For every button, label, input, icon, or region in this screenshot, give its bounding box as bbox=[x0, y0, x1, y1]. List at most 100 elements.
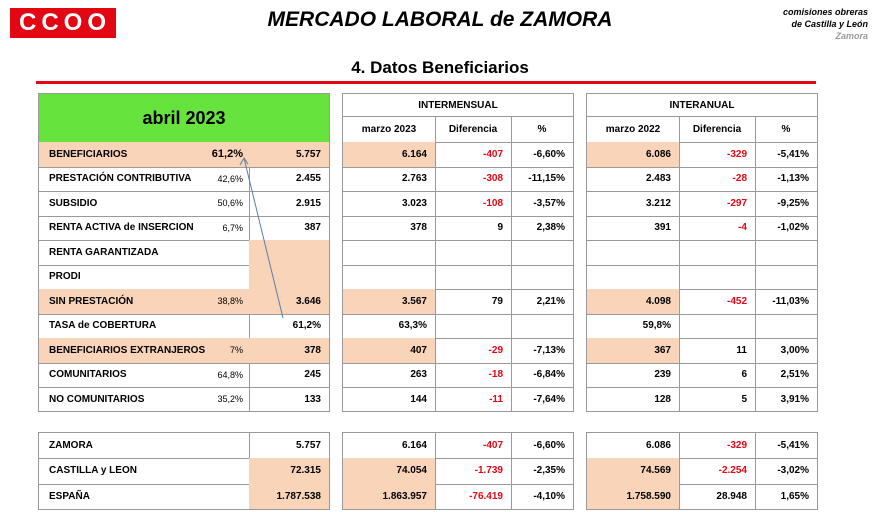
title-divider bbox=[36, 81, 816, 84]
current-month-block: abril 2023 BENEFICIARIOS 61,2% 5.757 PRESTAC… bbox=[38, 93, 330, 412]
row-label: PRESTACIÓN CONTRIBUTIVA bbox=[49, 173, 192, 185]
row-prev-year: 3.212 bbox=[645, 197, 671, 209]
row-divider bbox=[587, 240, 817, 241]
row-prev-month: 2.763 bbox=[401, 173, 427, 185]
row-divider bbox=[587, 116, 817, 117]
row-prev-month: 3.567 bbox=[343, 289, 435, 314]
region-month-diff: -1.739 bbox=[474, 465, 503, 477]
org-line-2: de Castilla y León bbox=[791, 19, 868, 29]
row-divider bbox=[587, 338, 817, 339]
row-divider bbox=[39, 166, 329, 168]
row-prev-month: 263 bbox=[410, 369, 427, 381]
section-title: 4. Datos Beneficiarios bbox=[351, 58, 529, 77]
region-year-pct: -3,02% bbox=[777, 465, 809, 477]
region-year-diff: -2.254 bbox=[718, 465, 747, 477]
row-month-pct bbox=[511, 240, 573, 265]
month-header: abril 2023 bbox=[39, 94, 329, 142]
intermensual-col-prev: marzo 2023 bbox=[361, 123, 417, 135]
row-month-pct: -6,84% bbox=[533, 369, 565, 381]
row-label: PRODI bbox=[49, 271, 81, 283]
row-prev-year: 239 bbox=[654, 369, 671, 381]
intermensual-col-pct: % bbox=[537, 123, 547, 135]
row-month-pct: -6,60% bbox=[533, 148, 565, 160]
row-year-diff: -329 bbox=[726, 148, 747, 160]
row-month-diff: 9 bbox=[497, 222, 503, 234]
region-prev-year: 74.569 bbox=[587, 458, 679, 484]
row-prev-year bbox=[587, 240, 679, 265]
row-month-pct bbox=[511, 265, 573, 290]
row-share: 38,8% bbox=[217, 296, 243, 307]
row-label: NO COMUNITARIOS bbox=[49, 393, 145, 405]
column-divider bbox=[511, 116, 512, 411]
row-prev-year: 4.098 bbox=[587, 289, 679, 314]
row-label: TASA de COBERTURA bbox=[49, 320, 157, 332]
row-month-pct bbox=[511, 314, 573, 339]
row-year-diff: 5 bbox=[741, 393, 747, 405]
row-value: 2.455 bbox=[295, 173, 321, 185]
region-prev-month: 6.164 bbox=[401, 440, 427, 452]
region-month-diff: -76.419 bbox=[469, 490, 503, 502]
intermensual-block: INTERMENSUAL marzo 2023 Diferencia% 6.164 -4… bbox=[342, 93, 574, 412]
row-label: BENEFICIARIOS bbox=[39, 142, 249, 167]
row-prev-year: 128 bbox=[654, 393, 671, 405]
row-month-diff: 79 bbox=[491, 295, 503, 307]
interanual-block: INTERANUAL marzo 2022 Diferencia% 6.086 -329… bbox=[586, 93, 818, 412]
row-year-pct: -9,25% bbox=[777, 197, 809, 209]
row-year-pct: -1,02% bbox=[777, 222, 809, 234]
row-prev-year bbox=[587, 265, 679, 290]
column-divider bbox=[755, 116, 756, 411]
row-year-diff bbox=[679, 314, 755, 339]
regional-current-block: ZAMORA 5.757 CASTILLA y LEON 72.315 ESPAÑA 1.… bbox=[38, 432, 330, 510]
row-month-diff: -407 bbox=[482, 148, 503, 160]
regional-intermensual-block: 6.164 -407 -6,60% 74.054 -1.739 -2,35% 1.863.9… bbox=[342, 432, 574, 510]
row-year-pct: -1,13% bbox=[777, 173, 809, 185]
region-prev-year: 1.758.590 bbox=[587, 483, 679, 509]
row-divider bbox=[343, 289, 573, 290]
region-value: 72.315 bbox=[249, 458, 329, 484]
row-year-diff: 6 bbox=[741, 369, 747, 381]
row-year-diff: -297 bbox=[726, 197, 747, 209]
column-divider bbox=[679, 116, 680, 411]
org-line-3: Zamora bbox=[835, 31, 868, 41]
row-month-pct: -11,15% bbox=[528, 173, 565, 185]
row-year-diff: -4 bbox=[738, 222, 747, 234]
row-year-pct bbox=[755, 265, 817, 290]
row-value: 387 bbox=[304, 222, 321, 234]
row-month-diff bbox=[435, 240, 511, 265]
region-year-diff: -329 bbox=[726, 440, 747, 452]
row-divider bbox=[39, 458, 329, 460]
row-divider bbox=[39, 362, 329, 364]
row-value: 2.915 bbox=[295, 197, 321, 209]
region-label: ESPAÑA bbox=[49, 490, 90, 502]
region-value: 1.787.538 bbox=[249, 483, 329, 509]
region-month-pct: -4,10% bbox=[533, 490, 565, 502]
region-value: 5.757 bbox=[295, 440, 321, 452]
intermensual-col-diff: Diferencia bbox=[448, 123, 498, 135]
interanual-col-prev: marzo 2022 bbox=[605, 123, 661, 135]
logo-letter: O bbox=[87, 9, 108, 36]
row-prev-year: 59,8% bbox=[642, 320, 671, 332]
row-divider bbox=[39, 313, 329, 315]
row-divider bbox=[39, 215, 329, 217]
column-divider bbox=[755, 433, 756, 509]
region-year-diff: 28.948 bbox=[716, 490, 747, 502]
row-divider bbox=[587, 264, 817, 266]
region-month-pct: -2,35% bbox=[533, 465, 565, 477]
row-value: 61,2% bbox=[292, 320, 321, 332]
row-divider bbox=[587, 362, 817, 364]
row-divider bbox=[343, 264, 573, 266]
region-year-pct: -5,41% bbox=[777, 440, 809, 452]
row-share: 6,7% bbox=[222, 222, 243, 233]
row-year-diff: -452 bbox=[726, 295, 747, 307]
row-divider bbox=[343, 338, 573, 339]
row-year-pct: 2,51% bbox=[780, 369, 809, 381]
row-divider bbox=[343, 215, 573, 217]
row-divider bbox=[587, 289, 817, 290]
row-label: SIN PRESTACIÓN bbox=[39, 289, 249, 314]
row-year-pct: -11,03% bbox=[772, 295, 809, 307]
regional-interanual-block: 6.086 -329 -5,41% 74.569 -2.254 -3,02% 1.758.5… bbox=[586, 432, 818, 510]
region-month-pct: -6,60% bbox=[533, 440, 565, 452]
row-divider bbox=[343, 483, 573, 485]
row-divider bbox=[587, 483, 817, 485]
row-divider bbox=[587, 191, 817, 192]
